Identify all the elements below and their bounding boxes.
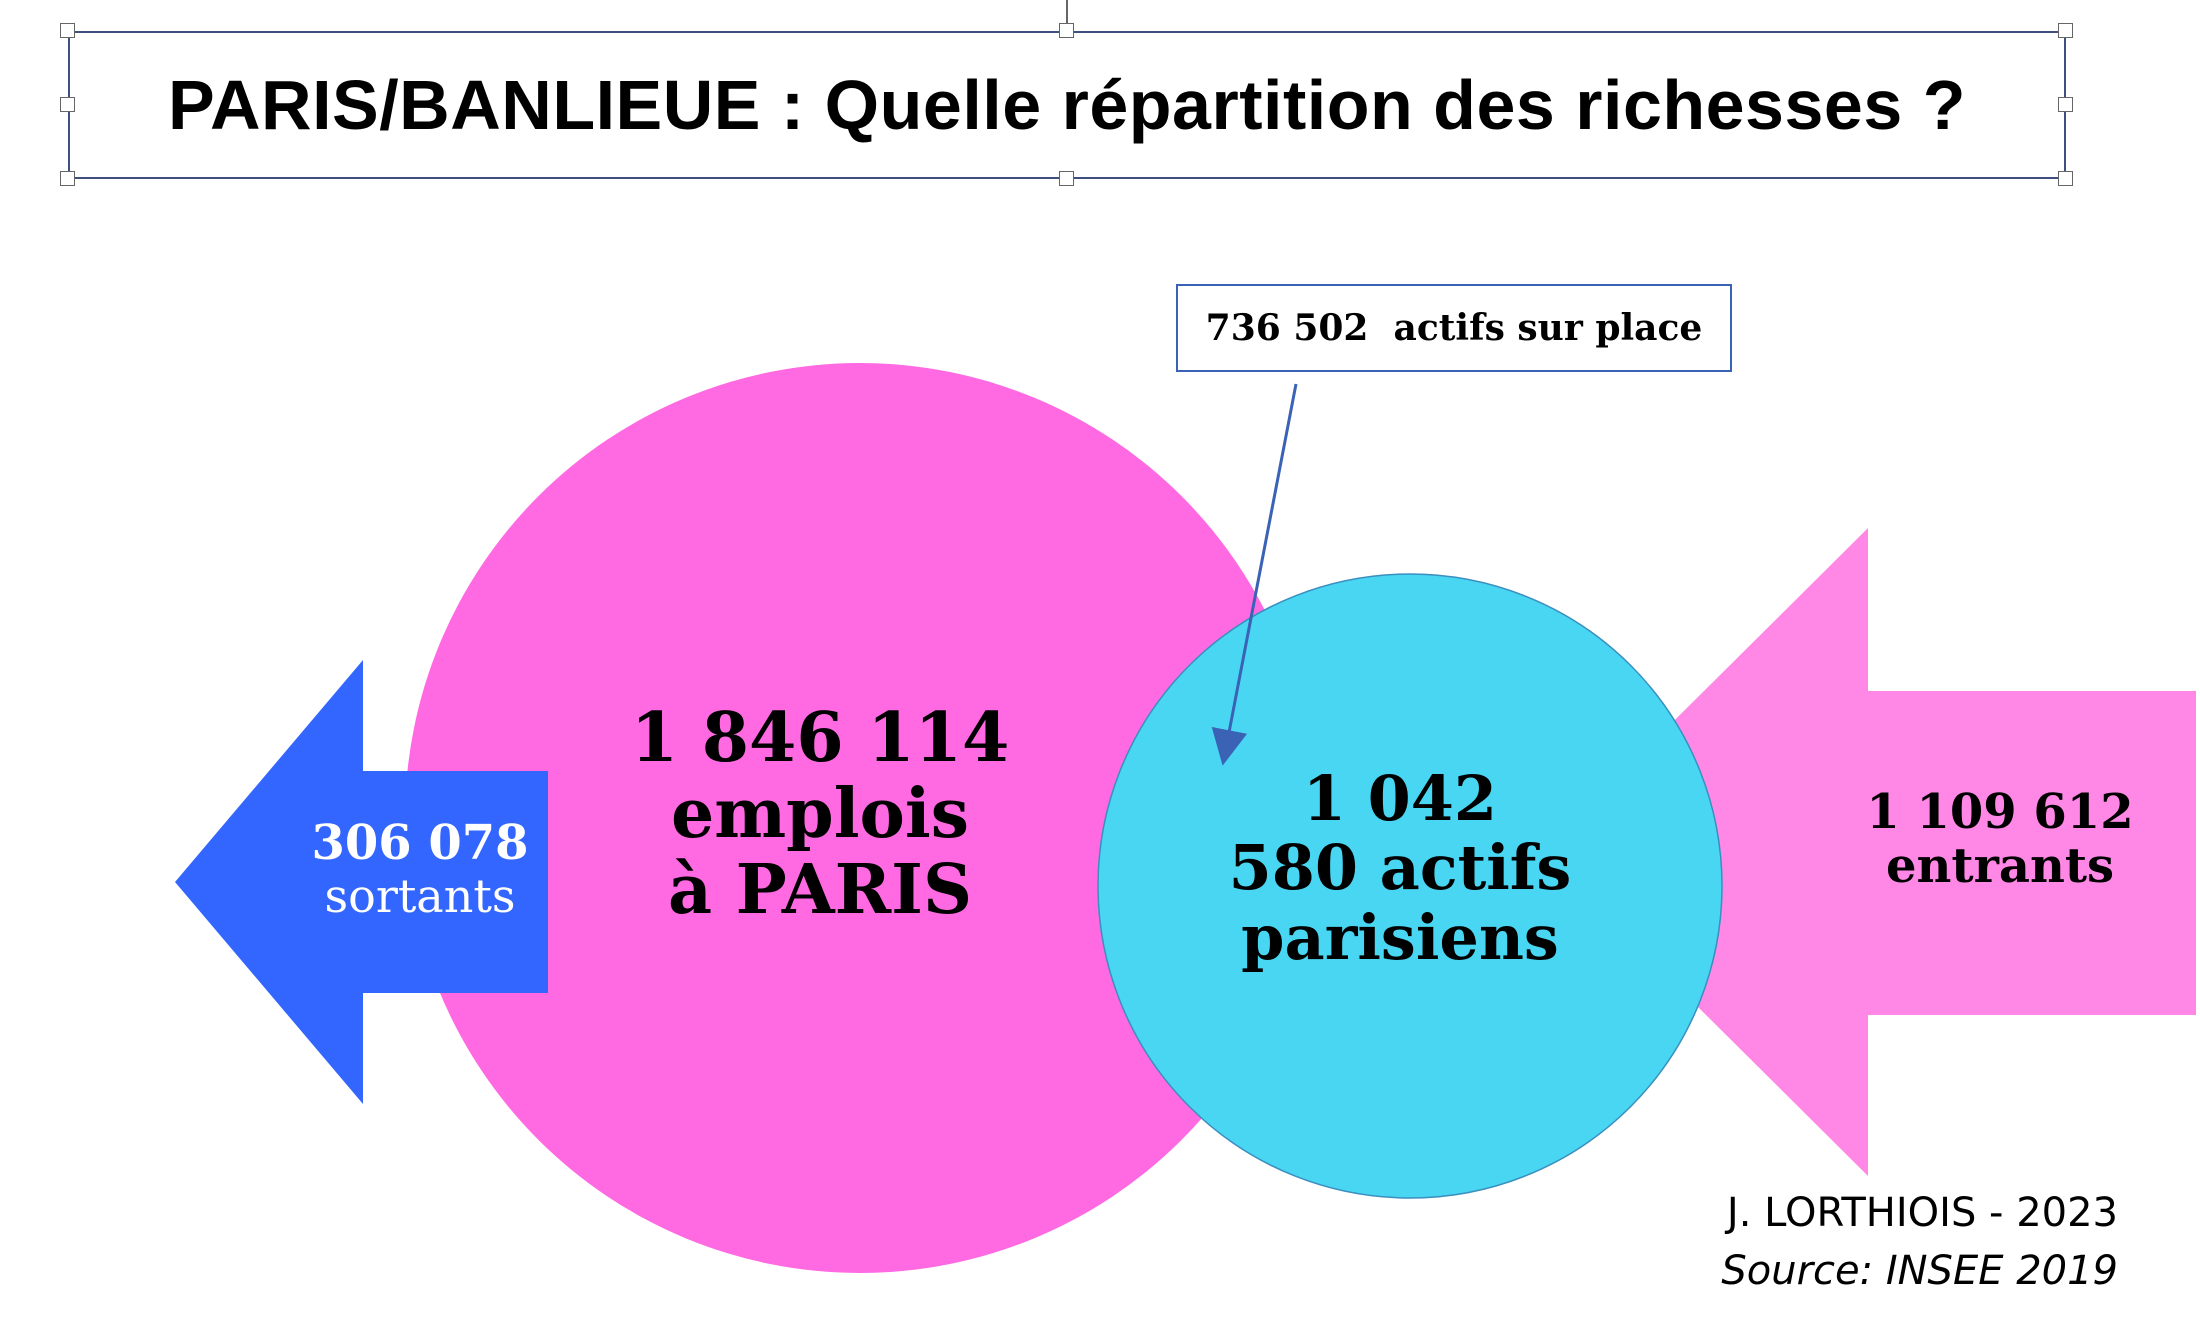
callout-text: 736 502 actifs sur place xyxy=(1205,307,1703,349)
incoming-text: entrants xyxy=(1885,837,2115,894)
rotate-handle-stem xyxy=(1066,0,1068,24)
author-credit: J. LORTHIOIS - 2023 xyxy=(1726,1190,2118,1236)
jobs-label-line3: à PARIS xyxy=(667,850,973,931)
resize-handle[interactable] xyxy=(1059,23,1074,38)
residents-circle[interactable] xyxy=(1097,573,1723,1199)
callout-pointer xyxy=(1211,383,1298,766)
outgoing-label: 306 078 sortants xyxy=(305,815,535,923)
residents-label-line2: 580 actifs xyxy=(1228,831,1572,905)
source-credit: Source: INSEE 2019 xyxy=(1721,1248,2118,1294)
incoming-arrow[interactable] xyxy=(1542,528,2196,1176)
incoming-label: 1 109 612 entrants xyxy=(1860,784,2140,894)
page-title: PARIS/BANLIEUE : Quelle répartition des … xyxy=(168,66,1966,144)
resize-handle[interactable] xyxy=(60,97,75,112)
outgoing-arrow[interactable] xyxy=(175,660,548,1104)
jobs-value: 1 846 114 xyxy=(630,698,1010,778)
resize-handle[interactable] xyxy=(2058,171,2073,186)
jobs-circle[interactable] xyxy=(405,363,1315,1273)
resize-handle[interactable] xyxy=(60,23,75,38)
jobs-label: 1 846 114 emplois à PARIS xyxy=(575,698,1065,931)
residents-label: 1 042 580 actifs parisiens xyxy=(1180,762,1620,974)
callout-box[interactable]: 736 502 actifs sur place xyxy=(1176,284,1732,372)
residents-value-part1: 1 042 xyxy=(1302,762,1498,835)
resize-handle[interactable] xyxy=(2058,23,2073,38)
outgoing-text: sortants xyxy=(324,868,516,923)
resize-handle[interactable] xyxy=(60,171,75,186)
resize-handle[interactable] xyxy=(1059,171,1074,186)
resize-handle[interactable] xyxy=(2058,97,2073,112)
incoming-value: 1 109 612 xyxy=(1866,784,2134,840)
residents-label-line3: parisiens xyxy=(1241,900,1559,974)
jobs-label-line2: emplois xyxy=(670,774,970,855)
outgoing-value: 306 078 xyxy=(311,815,529,871)
